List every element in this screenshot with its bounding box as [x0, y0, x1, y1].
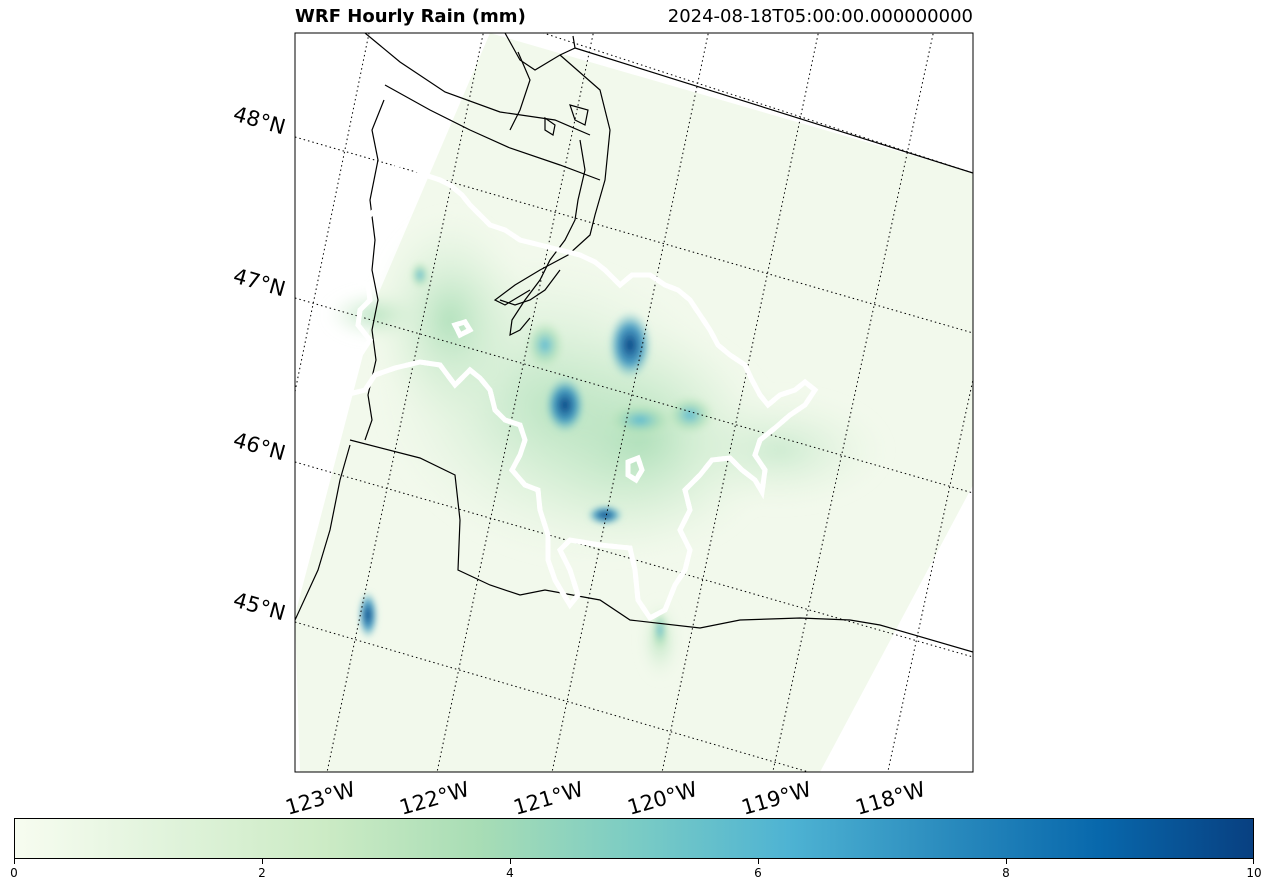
lon-label-118: 118°W [853, 777, 928, 820]
colorbar-tick-label: 4 [506, 866, 514, 880]
colorbar-tick-label: 2 [258, 866, 266, 880]
heavy-rain-cells [358, 261, 715, 650]
lat-label-47: 47°N [231, 264, 289, 302]
latitude-gridlines [295, 33, 973, 772]
lat-label-46: 46°N [231, 428, 289, 466]
colorbar-tick-label: 0 [10, 866, 18, 880]
lon-label-122: 122°W [397, 777, 472, 820]
colorbar-tick [1253, 859, 1254, 864]
rain-outline-contour [322, 156, 819, 622]
latitude-labels: 48°N 47°N 46°N 45°N [231, 102, 289, 626]
colorbar-tick [14, 859, 15, 864]
colorbar-tick-label: 6 [754, 866, 762, 880]
map-title: WRF Hourly Rain (mm) [295, 6, 526, 27]
colorbar-tick [758, 859, 759, 864]
lat-label-48: 48°N [231, 102, 289, 140]
lon-label-123: 123°W [283, 777, 358, 820]
longitude-labels: 123°W 122°W 121°W 120°W 119°W 118°W [283, 777, 928, 820]
coastlines [295, 33, 973, 653]
colorbar-tick-label: 10 [1246, 866, 1262, 880]
colorbar-tick-label: 8 [1002, 866, 1010, 880]
colorbar [14, 818, 1254, 859]
axes-frame [294, 32, 974, 773]
map-timestamp: 2024-08-18T05:00:00.000000000 [667, 6, 973, 27]
lon-label-120: 120°W [625, 777, 700, 820]
lat-label-45: 45°N [231, 588, 289, 626]
colorbar-tick [510, 859, 511, 864]
lon-label-121: 121°W [511, 777, 586, 820]
lon-label-119: 119°W [739, 777, 814, 820]
colorbar-tick [1006, 859, 1007, 864]
longitude-gridlines [295, 33, 973, 772]
colorbar-tick [262, 859, 263, 864]
